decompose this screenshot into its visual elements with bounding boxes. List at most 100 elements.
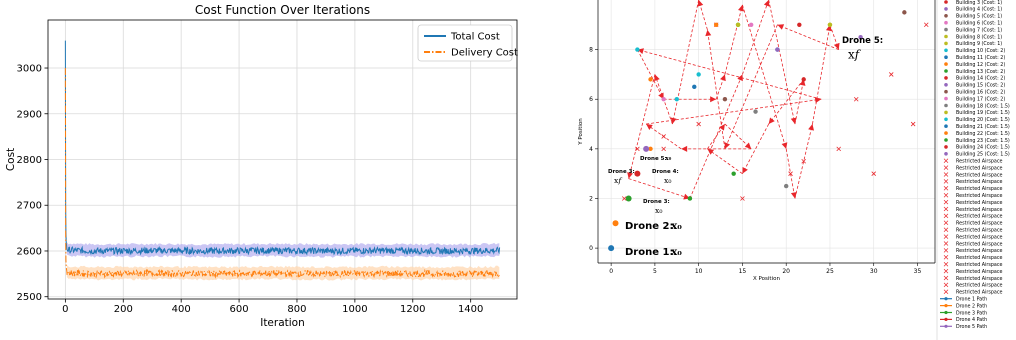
legend-label: Drone 2 Path <box>956 303 987 309</box>
restricted-airspace-marker <box>621 196 627 201</box>
legend-label: Building 12 (Cost: 2) <box>956 62 1005 68</box>
x-mark-stroke <box>661 146 666 152</box>
path-arrowhead <box>742 166 748 174</box>
drone-path-segment <box>646 98 822 125</box>
path-arrowhead <box>763 0 770 7</box>
legend-label: Restricted Airspace <box>956 165 1002 171</box>
legend-building-marker <box>944 76 948 80</box>
legend-label: Building 6 (Cost: 1) <box>956 21 1002 27</box>
drone-start-marker <box>612 220 619 227</box>
x-mark-stroke <box>853 96 859 102</box>
drone-path-segment <box>777 24 839 50</box>
legend-building-marker <box>944 27 948 32</box>
annotation-label: Drone 1: <box>625 247 673 258</box>
x-mark-stroke <box>923 22 929 28</box>
map-x-tick-label: 35 <box>914 268 922 275</box>
legend-label: Restricted Airspace <box>956 276 1002 282</box>
legend-label: Building 21 (Cost: 1.5) <box>956 124 1010 130</box>
axes-frame-cost <box>47 19 518 300</box>
drone-path-segment <box>628 178 691 199</box>
x-tick-label: 600 <box>230 304 249 315</box>
drone-path-segment <box>724 4 743 75</box>
y-tick-label: 3000 <box>17 64 42 75</box>
path-arrowhead <box>738 4 744 12</box>
legend-building-marker <box>944 89 948 94</box>
series-line-0 <box>64 40 501 256</box>
legend-label: Restricted Airspace <box>956 200 1002 206</box>
drone-path-segment <box>724 123 752 150</box>
legend-x-mark <box>943 289 949 295</box>
annotation-math: x₀ <box>671 246 682 258</box>
legend-label: Building 15 (Cost: 2) <box>956 83 1005 89</box>
building-marker <box>801 77 806 82</box>
legend-building-marker <box>944 124 948 128</box>
path-arrowhead <box>808 124 815 131</box>
legend-x-mark <box>943 241 949 246</box>
path-arrowhead <box>781 142 788 149</box>
path-arrowhead <box>697 0 704 7</box>
legend-label: Restricted Airspace <box>956 269 1002 275</box>
path-arrowhead <box>737 74 743 82</box>
y-tick-label: 2800 <box>17 155 42 166</box>
restricted-airspace-marker <box>661 146 666 152</box>
legend-building-marker <box>944 0 948 4</box>
drone-path-segment <box>768 79 805 125</box>
drone-path-segment <box>742 0 770 75</box>
map-x-tick-label: 25 <box>826 268 834 275</box>
legend-label: Restricted Airspace <box>956 248 1002 254</box>
y-tick-label: 2700 <box>17 201 42 212</box>
x-mark-stroke <box>635 146 640 152</box>
annotation-label: Drone 5: <box>640 156 667 162</box>
annotation-math: x₀ <box>664 176 671 185</box>
drone-annotation: Drone 5:x₀ <box>640 156 672 162</box>
legend-x-mark <box>943 282 949 288</box>
map-y-tick-label: 4 <box>589 146 593 153</box>
legend-label: Building 25 (Cost: 1.5) <box>956 152 1010 158</box>
legend-label: Restricted Airspace <box>956 283 1002 289</box>
drone-path-segment <box>742 4 787 149</box>
x-mark-stroke <box>788 171 793 176</box>
legend-label: Restricted Airspace <box>956 214 1002 220</box>
path-arrowhead <box>724 142 731 149</box>
restricted-airspace-marker <box>788 171 793 176</box>
y-tick-label: 2900 <box>17 109 42 120</box>
drone-annotation: Drone 1:x₀ <box>625 246 682 258</box>
y-tick-label: 2600 <box>17 246 42 257</box>
legend-label: Building 19 (Cost: 1.5) <box>956 110 1010 116</box>
legend-box <box>936 0 1016 340</box>
legend-label: Restricted Airspace <box>956 290 1002 296</box>
legend-path-marker <box>944 317 948 321</box>
x-tick-label: 400 <box>172 304 191 315</box>
chart-title: Cost Function Over Iterations <box>195 3 370 17</box>
drone-path-segment <box>742 123 770 174</box>
legend-building-marker <box>944 96 948 101</box>
legend-building-marker <box>944 7 948 11</box>
x-mark-stroke <box>871 171 877 176</box>
x-tick-label: 200 <box>114 304 133 315</box>
drone-path-segment <box>768 0 796 125</box>
legend-label: Restricted Airspace <box>956 207 1002 213</box>
restricted-airspace-marker <box>910 121 916 127</box>
legend-building-marker <box>944 145 948 149</box>
drone-path-segment <box>637 49 822 100</box>
legend-x-mark <box>943 234 949 239</box>
drone-path-segment <box>794 79 805 125</box>
legend-building-marker <box>944 55 948 59</box>
path-arrowhead <box>681 145 688 152</box>
legend-label: Drone 4 Path <box>956 317 987 323</box>
path-arrowhead <box>744 142 752 149</box>
building-marker <box>713 22 719 27</box>
legend-map: Building 3 (Cost: 1)Building 4 (Cost: 1)… <box>936 0 1016 340</box>
annotation-math: x₀ <box>665 156 671 162</box>
x-mark-stroke <box>661 134 666 139</box>
x-mark-stroke <box>740 196 745 201</box>
legend-building-marker <box>944 117 948 122</box>
drone-path-segment <box>672 0 700 125</box>
drone-path-segment <box>637 49 665 100</box>
legend-label: Restricted Airspace <box>956 159 1002 165</box>
legend-label: Restricted Airspace <box>956 179 1002 185</box>
legend-label: Drone 3 Path <box>956 310 987 316</box>
building-marker <box>827 22 833 27</box>
legend-path-marker <box>944 297 948 301</box>
legend-label: Building 13 (Cost: 2) <box>956 69 1005 75</box>
